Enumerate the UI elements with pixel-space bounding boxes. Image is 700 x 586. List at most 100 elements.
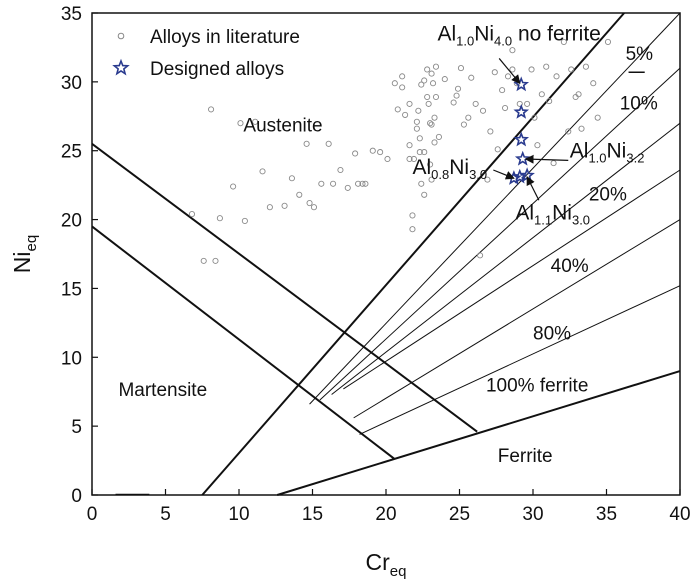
- ferrite-percent-label: 10%: [620, 93, 658, 114]
- literature-alloy-point: [359, 180, 366, 187]
- x-tick-label: 35: [596, 504, 617, 525]
- literature-alloy-point: [538, 91, 545, 98]
- y-tick-label: 30: [61, 73, 82, 94]
- y-axis-title: Nieq: [9, 235, 40, 273]
- literature-alloy-point: [594, 114, 601, 121]
- literature-alloy-point: [425, 100, 432, 107]
- literature-alloy-point: [241, 217, 248, 224]
- literature-alloy-point: [487, 128, 494, 135]
- literature-alloy-point: [568, 66, 575, 73]
- literature-alloy-point: [435, 133, 442, 140]
- literature-alloy-point: [509, 47, 516, 54]
- literature-alloy-point: [427, 120, 434, 127]
- x-axis-title: Creq: [366, 549, 407, 580]
- region-label: Martensite: [118, 380, 207, 401]
- literature-alloy-point: [429, 80, 437, 87]
- designed-alloy-star: [513, 103, 530, 119]
- literature-alloy-point: [582, 63, 589, 70]
- literature-alloy-point: [479, 107, 487, 114]
- literature-alloy-point: [399, 84, 406, 91]
- alloy-annotation-label: Al1.0Ni3.2: [570, 140, 645, 166]
- region-label: Austenite: [243, 115, 322, 136]
- ferrite-percent-label: 5%: [626, 44, 654, 65]
- x-tick-label: 20: [375, 504, 396, 525]
- literature-alloy-point: [416, 149, 423, 156]
- literature-alloy-point: [406, 155, 413, 163]
- literature-alloy-point: [352, 150, 359, 157]
- x-tick-label: 10: [228, 504, 249, 525]
- alloy-annotation-label: Al0.8Ni3.0: [412, 156, 487, 182]
- ferrite-percent-label: 20%: [589, 184, 627, 205]
- literature-alloy-point: [344, 184, 351, 191]
- y-tick-label: 0: [71, 486, 82, 507]
- literature-alloy-point: [413, 118, 420, 125]
- annotation-arrow: [498, 58, 521, 85]
- literature-alloy-point: [531, 114, 538, 121]
- literature-alloys-series: [188, 38, 612, 264]
- literature-alloy-point: [441, 76, 448, 83]
- literature-alloy-point: [431, 139, 438, 146]
- literature-alloy-point: [330, 180, 337, 187]
- literature-alloy-point: [516, 100, 523, 107]
- literature-alloy-point: [431, 114, 438, 121]
- literature-alloy-point: [432, 63, 440, 70]
- x-tick-label: 25: [449, 504, 470, 525]
- literature-alloy-point: [384, 155, 391, 163]
- literature-alloy-point: [424, 66, 431, 73]
- literature-alloy-point: [306, 199, 313, 207]
- literature-alloy-point: [427, 161, 434, 168]
- literature-alloy-point: [491, 69, 498, 76]
- phase-boundary-line: [331, 122, 681, 395]
- literature-alloy-point: [553, 73, 560, 80]
- phase-boundary-line: [276, 370, 681, 496]
- literature-alloy-point: [259, 168, 266, 175]
- literature-alloy-point: [509, 66, 516, 73]
- literature-alloy-point: [472, 100, 479, 107]
- phase-boundary-line: [201, 12, 625, 496]
- literature-alloy-point: [453, 92, 460, 99]
- literature-alloy-point: [237, 120, 244, 127]
- literature-alloy-point: [418, 81, 425, 88]
- literature-alloy-point: [216, 215, 223, 222]
- literature-alloy-point: [454, 85, 462, 92]
- literature-alloy-point: [424, 93, 431, 101]
- alloy-annotations: Al1.0Ni4.0 no ferrite Al1.0Ni3.2 Al0.8Ni3.…: [412, 23, 644, 228]
- literature-alloy-point: [450, 99, 457, 106]
- literature-alloy-point: [310, 204, 318, 211]
- ferrite-percent-label: 40%: [551, 256, 589, 277]
- literature-alloy-point: [543, 63, 550, 70]
- y-tick-label: 35: [61, 4, 82, 25]
- literature-alloy-point: [416, 135, 423, 142]
- literature-alloy-point: [266, 204, 273, 211]
- literature-alloy-point: [428, 70, 435, 77]
- legend-label: Designed alloys: [150, 59, 284, 80]
- x-tick-label: 15: [302, 504, 323, 525]
- literature-alloy-point: [413, 125, 420, 132]
- legend: Alloys in literature Designed alloys: [112, 27, 300, 80]
- region-labels: Austenite Martensite Ferrite: [118, 115, 552, 467]
- literature-alloy-point: [303, 140, 310, 147]
- literature-alloy-point: [499, 87, 506, 94]
- literature-alloy-point: [402, 111, 409, 118]
- literature-alloy-point: [208, 106, 215, 113]
- legend-star-marker: [112, 58, 130, 76]
- phase-boundary-line: [359, 285, 681, 435]
- alloy-annotation-label: Al1.0Ni4.0 no ferrite: [437, 23, 600, 49]
- x-tick-label: 30: [522, 504, 543, 525]
- literature-alloy-point: [188, 211, 196, 218]
- alloy-annotation-label: Al1.1Ni3.0: [515, 202, 590, 228]
- literature-alloy-point: [230, 183, 237, 190]
- y-tick-label: 10: [61, 348, 82, 369]
- designed-alloy-star: [514, 150, 531, 166]
- annotation-arrow: [493, 169, 515, 180]
- literature-alloy-point: [391, 80, 398, 87]
- ferrite-percentage-labels: 5% 10% 20% 40% 80% 100% ferrite: [486, 44, 658, 397]
- literature-alloy-point: [528, 66, 535, 73]
- literature-alloy-point: [418, 180, 425, 187]
- literature-alloy-point: [604, 38, 612, 45]
- literature-alloy-point: [457, 65, 465, 72]
- literature-alloy-point: [369, 147, 376, 154]
- literature-alloy-point: [252, 118, 259, 125]
- literature-alloy-point: [212, 257, 219, 264]
